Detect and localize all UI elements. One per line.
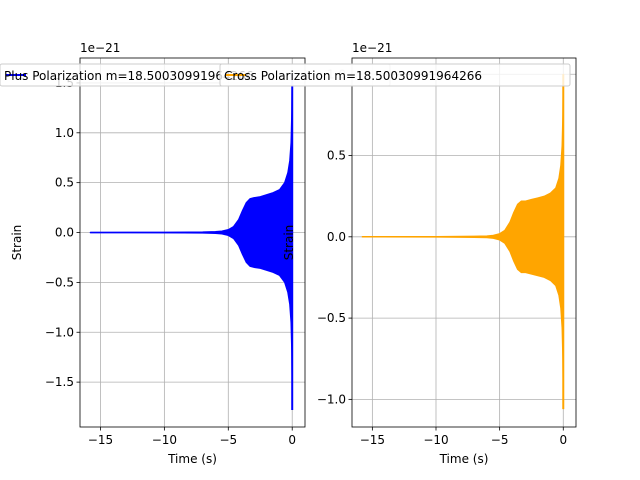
x-tick-label: −5 <box>219 433 237 447</box>
y-tick-label: −0.5 <box>317 311 346 325</box>
x-tick-label: −10 <box>152 433 177 447</box>
x-tick-label: 0 <box>288 433 296 447</box>
y-tick-label: 1.0 <box>55 126 74 140</box>
cross-offset-text: 1e−21 <box>352 41 392 55</box>
x-tick-label: −5 <box>491 433 509 447</box>
y-tick-label: 0.5 <box>327 149 346 163</box>
cross-legend-box <box>219 63 571 87</box>
x-tick-label: −10 <box>423 433 448 447</box>
y-tick-label: −1.0 <box>45 325 74 339</box>
y-tick-label: −1.5 <box>45 375 74 389</box>
plus-y-axis-label: Strain <box>10 225 24 261</box>
y-tick-label: −0.5 <box>45 275 74 289</box>
y-tick-label: −1.0 <box>317 392 346 406</box>
plus-legend-label: Plus Polarization m=18.50030991964266 <box>4 69 254 83</box>
x-tick-label: −15 <box>360 433 385 447</box>
plus-x-axis-label: Time (s) <box>167 452 217 466</box>
plus-axes-frame <box>79 57 306 428</box>
cross-legend: Cross Polarization m=18.50030991964266 <box>219 63 571 87</box>
cross-axes-frame <box>351 57 577 428</box>
cross-legend-label: Cross Polarization m=18.50030991964266 <box>224 69 482 83</box>
x-tick-label: −15 <box>88 433 113 447</box>
cross-y-axis-label: Strain <box>282 225 296 261</box>
y-tick-label: 0.5 <box>55 176 74 190</box>
x-tick-label: 0 <box>559 433 567 447</box>
plus-offset-text: 1e−21 <box>80 41 120 55</box>
plus-waveform <box>89 72 294 411</box>
cross-x-axis-label: Time (s) <box>439 452 489 466</box>
cross-x-ticks: −15 −10 −5 0 <box>360 427 567 447</box>
plus-x-ticks: −15 −10 −5 0 <box>88 427 296 447</box>
y-tick-label: 0.0 <box>327 230 346 244</box>
cross-waveform <box>361 73 565 410</box>
y-tick-label: 0.0 <box>55 226 74 240</box>
